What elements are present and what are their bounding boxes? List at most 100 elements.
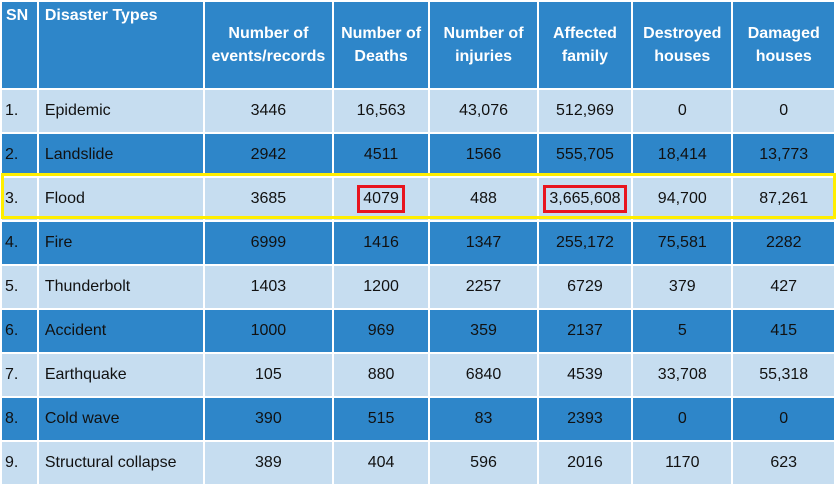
table-row: 3. Flood 3685 4079 488 3,665,608 94,700 87,261 [2,178,834,220]
cell-sn: 5. [2,266,37,308]
cell-value: 2257 [465,278,502,295]
cell-disaster-type: Accident [38,310,203,352]
cell-value: 0 [677,410,687,427]
cell-deaths: 1200 [333,266,429,308]
cell-value: 488 [470,190,497,207]
cell-value: Accident [44,322,107,339]
cell-injuries: 43,076 [430,90,537,132]
cell-value: 75,581 [657,234,707,251]
cell-value: 4. [5,234,19,251]
cell-value: 6999 [250,234,287,251]
cell-injuries: 83 [430,398,537,440]
cell-value: 2942 [250,146,287,163]
cell-value: 1200 [363,278,399,295]
cell-destroyed-houses: 1170 [633,442,732,484]
cell-sn: 1. [2,90,37,132]
cell-affected-family: 4539 [538,354,632,396]
cell-damaged-houses: 427 [733,266,834,308]
table-row: 1. Epidemic 3446 16,563 43,076 512,969 0 0 [2,90,834,132]
cell-disaster-type: Earthquake [38,354,203,396]
cell-value: 1347 [465,234,502,251]
cell-events: 389 [204,442,332,484]
cell-value: 255,172 [556,234,614,251]
cell-sn: 3. [2,178,37,220]
cell-value: 33,708 [657,366,707,383]
highlighted-value: 3,665,608 [543,185,627,213]
cell-affected-family: 6729 [538,266,632,308]
cell-value: 969 [367,322,395,339]
cell-affected-family: 2393 [538,398,632,440]
cell-value: Fire [44,234,73,251]
cell-value: 6729 [567,278,603,295]
cell-damaged-houses: 415 [733,310,834,352]
cell-destroyed-houses: 94,700 [633,178,732,220]
cell-damaged-houses: 623 [733,442,834,484]
cell-destroyed-houses: 379 [633,266,732,308]
cell-value: Cold wave [44,410,120,427]
cell-value: 2393 [567,410,603,427]
cell-disaster-type: Landslide [38,134,203,176]
cell-value: 1416 [363,234,399,251]
cell-disaster-type: Fire [38,222,203,264]
cell-value: 880 [367,366,395,383]
cell-value: Epidemic [44,102,111,119]
table-row: 5. Thunderbolt 1403 1200 2257 6729 379 427 [2,266,834,308]
cell-value: 2. [5,146,19,163]
cell-events: 3446 [204,90,332,132]
cell-events: 6999 [204,222,332,264]
cell-sn: 9. [2,442,37,484]
header-sn: SN [2,2,37,88]
header-deaths: Number of Deaths [333,2,429,88]
table-row: 4. Fire 6999 1416 1347 255,172 75,581 2282 [2,222,834,264]
cell-value: 512,969 [556,102,614,119]
cell-sn: 8. [2,398,37,440]
cell-value: 623 [770,454,798,471]
cell-value: 404 [367,454,395,471]
cell-affected-family: 555,705 [538,134,632,176]
cell-value: 1000 [250,322,287,339]
cell-value: 8. [5,410,19,427]
cell-disaster-type: Structural collapse [38,442,203,484]
cell-value: 390 [255,410,282,427]
cell-value: 94,700 [657,190,707,207]
cell-value: 105 [255,366,282,383]
cell-value: 0 [779,102,789,119]
cell-sn: 4. [2,222,37,264]
cell-affected-family: 3,665,608 [538,178,632,220]
cell-value: Flood [44,190,85,207]
cell-value: 1403 [250,278,287,295]
cell-deaths: 880 [333,354,429,396]
cell-value: 0 [779,410,789,427]
table-row: 7. Earthquake 105 880 6840 4539 33,708 55,318 [2,354,834,396]
cell-events: 3685 [204,178,332,220]
cell-events: 390 [204,398,332,440]
cell-value: 389 [255,454,282,471]
cell-value: 6840 [465,366,502,383]
cell-events: 2942 [204,134,332,176]
cell-value: 55,318 [759,366,809,383]
cell-destroyed-houses: 75,581 [633,222,732,264]
cell-damaged-houses: 13,773 [733,134,834,176]
cell-destroyed-houses: 33,708 [633,354,732,396]
cell-deaths: 4511 [333,134,429,176]
cell-value: Thunderbolt [44,278,131,295]
cell-value: 43,076 [459,102,508,119]
cell-value: 2016 [567,454,603,471]
cell-injuries: 359 [430,310,537,352]
cell-value: Structural collapse [44,454,177,471]
cell-deaths: 4079 [333,178,429,220]
cell-value: 5. [5,278,19,295]
cell-value: 4511 [363,146,399,163]
table-row: 8. Cold wave 390 515 83 2393 0 0 [2,398,834,440]
cell-value: 359 [470,322,497,339]
cell-value: 3685 [250,190,287,207]
cell-sn: 7. [2,354,37,396]
header-injuries: Number of injuries [430,2,537,88]
cell-value: 87,261 [759,190,809,207]
cell-disaster-type: Epidemic [38,90,203,132]
cell-value: Earthquake [44,366,127,383]
cell-value: 2137 [567,322,603,339]
cell-affected-family: 2137 [538,310,632,352]
cell-value: Landslide [44,146,114,163]
